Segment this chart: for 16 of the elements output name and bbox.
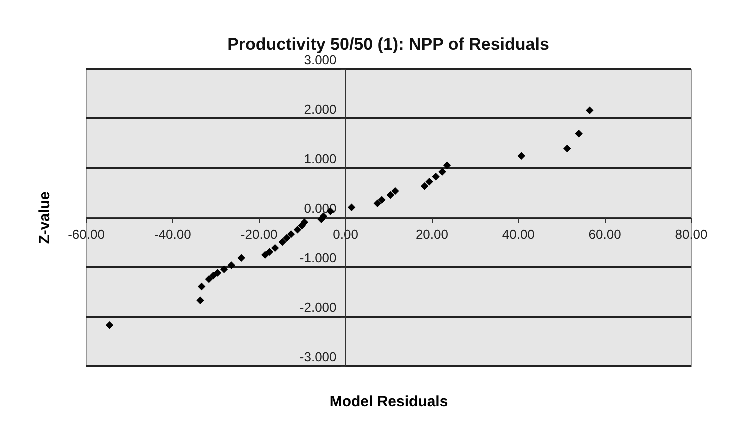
x-axis-title: Model Residuals <box>330 394 448 410</box>
y-tick-label: 2.000 <box>304 102 337 117</box>
y-tick-label: -2.000 <box>300 300 337 315</box>
y-tick-label: 1.000 <box>304 152 337 166</box>
x-tick-label: -40.00 <box>154 227 192 242</box>
y-tick-label: -1.000 <box>300 250 337 266</box>
chart-title: Productivity 50/50 (1): NPP of Residuals <box>228 35 550 54</box>
x-tick-label: -60.00 <box>68 227 105 242</box>
x-tick-label: 60.00 <box>588 227 622 242</box>
x-tick-label: 40.00 <box>502 227 535 242</box>
x-tick-label: 80.00 <box>675 227 708 242</box>
y-tick-label: -3.000 <box>300 350 337 364</box>
x-tick-label: 20.00 <box>416 227 448 242</box>
y-axis-title: Z-value <box>36 192 54 244</box>
y-tick-label: 3.000 <box>304 52 337 68</box>
x-tick-label: -20.00 <box>240 227 278 242</box>
